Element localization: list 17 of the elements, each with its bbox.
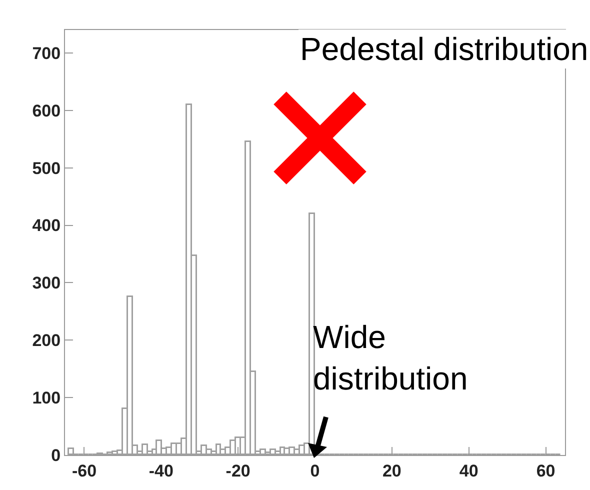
x-tick-label: 20 [382,461,402,480]
y-tick-label: 500 [32,158,61,178]
y-tick-label: 300 [32,274,61,293]
annotation: Wide distribution [313,319,468,397]
x-tick-label: 40 [459,461,478,480]
y-tick-label: 700 [32,44,61,63]
x-tick-label: -40 [148,461,174,480]
x-tick-label: 60 [536,461,556,480]
annotation: Pedestal distribution [300,31,588,67]
x-tick-label: -20 [226,461,250,480]
x-tick-label: 0 [310,461,320,480]
y-tick-label: 400 [32,216,61,236]
y-tick-label: 200 [32,331,61,350]
y-tick-label: 0 [51,446,61,465]
y-tick-label: 100 [32,388,61,408]
x-tick-label: -60 [72,461,97,480]
y-tick-label: 600 [32,101,61,120]
